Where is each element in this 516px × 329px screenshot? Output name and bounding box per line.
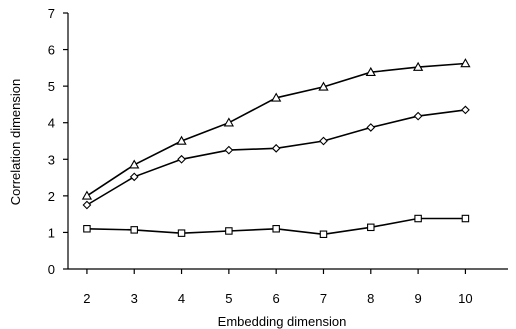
y-axis-title: Correlation dimension <box>8 79 23 205</box>
diamond-marker <box>129 172 139 182</box>
triangle-marker <box>176 135 187 145</box>
diamond-marker <box>461 105 470 115</box>
square-marker <box>130 226 138 234</box>
triangle-marker <box>271 92 282 102</box>
x-tick-label: 10 <box>458 291 472 306</box>
triangle-marker <box>223 117 235 127</box>
series-line-diamond <box>86 109 466 206</box>
x-tick-label: 7 <box>320 291 327 306</box>
diamond-marker <box>224 145 234 155</box>
diamond-marker <box>319 136 328 146</box>
x-tick-label: 5 <box>225 291 232 306</box>
x-tick-label: 2 <box>83 291 90 306</box>
y-axis: 0 1 2 3 4 5 6 7 <box>48 6 69 277</box>
x-tick-label: 3 <box>131 291 138 306</box>
triangle-marker <box>318 81 329 91</box>
y-tick-label: 6 <box>48 43 55 58</box>
square-marker <box>319 230 328 239</box>
square-marker <box>177 229 186 237</box>
x-axis-title: Embedding dimension <box>218 314 347 329</box>
series-layer <box>81 58 471 239</box>
y-tick-label: 1 <box>48 225 55 240</box>
y-tick-label: 7 <box>48 6 55 21</box>
x-tick-label: 6 <box>273 291 280 306</box>
diamond-marker <box>271 143 281 153</box>
triangle-marker <box>365 66 376 76</box>
diamond-marker <box>366 123 376 132</box>
square-marker <box>272 225 280 233</box>
diamond-marker <box>413 111 423 121</box>
triangle-marker <box>81 190 93 200</box>
y-tick-label: 5 <box>48 79 55 94</box>
triangle-marker <box>129 159 140 169</box>
x-tick-label: 9 <box>414 291 421 306</box>
square-marker <box>414 214 422 223</box>
triangle-marker <box>412 61 424 71</box>
square-marker <box>461 214 470 223</box>
y-tick-label: 4 <box>48 116 55 131</box>
series-line-triangle <box>86 62 466 197</box>
diamond-marker <box>177 154 186 164</box>
y-tick-label: 0 <box>48 262 55 277</box>
square-marker <box>367 223 375 232</box>
x-tick-label: 4 <box>178 291 185 306</box>
y-tick-label: 3 <box>48 152 55 167</box>
diamond-marker <box>82 200 92 210</box>
y-tick-label: 2 <box>48 189 55 204</box>
square-marker <box>225 227 233 235</box>
square-marker <box>83 225 91 233</box>
x-axis: 2 3 4 5 6 7 8 9 10 <box>68 268 508 306</box>
x-tick-label: 8 <box>367 291 374 306</box>
triangle-marker <box>460 58 471 68</box>
